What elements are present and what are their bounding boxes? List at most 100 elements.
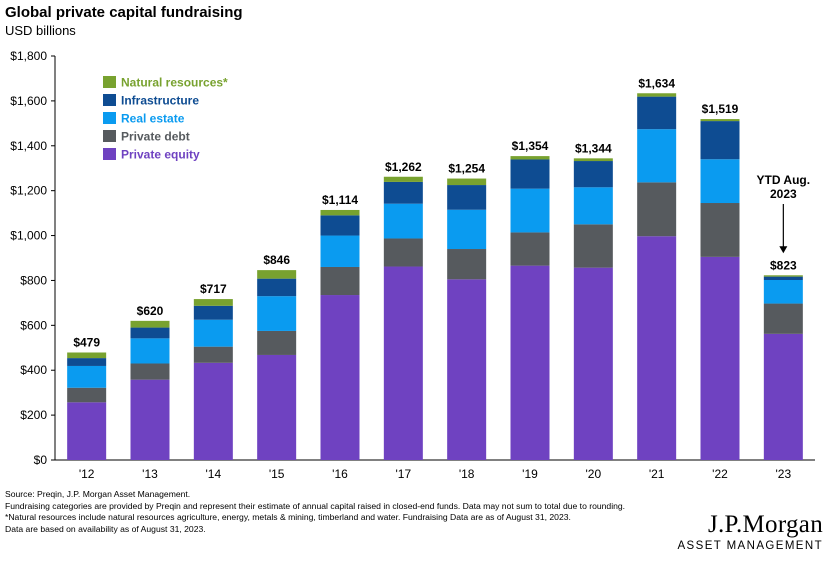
annotation-arrow-head [779, 246, 788, 254]
bar-segment-natural-resources [193, 299, 233, 306]
total-label: $1,634 [638, 76, 675, 90]
bar-segment-private-debt [573, 224, 613, 268]
bar-segment-private-debt [320, 266, 360, 296]
x-tick-label: '23 [776, 467, 792, 481]
bar-segment-private-debt [700, 203, 740, 257]
bar-stack [320, 209, 360, 460]
footnote-methodology: Fundraising categories are provided by P… [5, 500, 626, 511]
x-tick-label: '19 [522, 467, 538, 481]
bar-segment-real-estate [193, 319, 233, 347]
x-axis: '12 '13 '14 '15 '16 '17 '18 '19 '20 '21 '22 '23 [55, 459, 815, 481]
bar-segment-infrastructure [257, 278, 297, 297]
bar-stack [447, 178, 487, 460]
bar-segment-real-estate [763, 279, 803, 304]
bar-segment-private-debt [637, 182, 677, 237]
legend-label: Infrastructure [121, 94, 199, 108]
bar-segment-natural-resources [320, 209, 360, 216]
bar-segment-infrastructure [193, 305, 233, 320]
x-tick-label: '20 [586, 467, 602, 481]
x-tick-label: '14 [206, 467, 222, 481]
legend-swatch [103, 130, 116, 142]
total-label: $846 [263, 253, 290, 267]
chart-title: Global private capital fundraising [5, 4, 243, 21]
bar-segment-private-equity [510, 265, 550, 460]
bar-stack [573, 158, 613, 460]
bar-segment-private-equity [257, 354, 297, 460]
total-label: $1,519 [702, 102, 739, 116]
bar-segment-real-estate [67, 365, 107, 388]
bar-segment-real-estate [383, 203, 423, 239]
bar-segment-real-estate [637, 129, 677, 183]
logo-wordmark: J.P.Morgan [707, 511, 823, 538]
bar-stack [700, 119, 740, 460]
bar-segment-private-debt [763, 303, 803, 334]
stacked-bar-chart: $0 $200 $400 $600 $800 $1,000 $1,200 $1,400 $1,6… [10, 49, 815, 481]
footnote-natural-resources: *Natural resources include natural resou… [5, 512, 571, 522]
legend: Natural resources* Infrastructure Real est… [103, 76, 228, 162]
bar-segment-natural-resources [637, 93, 677, 97]
bar-segment-natural-resources [510, 156, 550, 160]
bar-segment-real-estate [447, 209, 487, 250]
legend-swatch [103, 76, 116, 88]
bar-segment-natural-resources [447, 178, 487, 186]
legend-label: Natural resources* [121, 76, 228, 90]
bar-segment-infrastructure [763, 276, 803, 280]
bar-segment-infrastructure [510, 159, 550, 189]
y-tick-label: $600 [20, 318, 47, 332]
x-tick-label: '17 [396, 467, 412, 481]
y-axis: $0 $200 $400 $600 $800 $1,000 $1,200 $1,400 $1,6… [10, 49, 56, 467]
bar-segment-natural-resources [383, 176, 423, 182]
jpmorgan-logo: J.P.Morgan ASSET MANAGEMENT [677, 511, 823, 553]
total-label: $479 [73, 335, 100, 349]
legend-swatch [103, 94, 116, 106]
bar-segment-natural-resources [573, 158, 613, 162]
bar-segment-real-estate [130, 338, 170, 364]
bar-segment-infrastructure [383, 181, 423, 204]
bar-segment-infrastructure [573, 161, 613, 188]
bar-stack [67, 352, 107, 460]
logo-subtitle: ASSET MANAGEMENT [677, 540, 823, 552]
legend-label: Private equity [121, 148, 200, 162]
total-label: $1,262 [385, 160, 422, 174]
total-label: $620 [137, 304, 164, 318]
legend-label: Real estate [121, 112, 185, 126]
bar-segment-private-debt [257, 330, 297, 355]
y-tick-label: $400 [20, 363, 47, 377]
footnote-source: Source: Preqin, J.P. Morgan Asset Manage… [5, 489, 191, 499]
bar-segment-natural-resources [67, 352, 107, 359]
legend-swatch [103, 112, 116, 124]
bar-segment-private-debt [67, 387, 107, 403]
chart-subtitle: USD billions [5, 23, 76, 38]
bar-segment-real-estate [320, 235, 360, 267]
bar-segment-private-equity [320, 295, 360, 460]
bar-segment-infrastructure [130, 327, 170, 339]
bar-stack [510, 156, 550, 460]
total-labels: $479 $620 $717 $846 $1,114 $1,262 $1,254 $1,354… [73, 76, 797, 349]
bar-segment-private-equity [383, 266, 423, 460]
bar-segment-infrastructure [320, 215, 360, 236]
bar-segment-private-equity [573, 267, 613, 460]
bars [67, 93, 803, 460]
y-tick-label: $1,400 [10, 139, 47, 153]
bar-segment-private-equity [67, 402, 107, 460]
bar-segment-private-debt [383, 238, 423, 267]
x-tick-label: '16 [332, 467, 348, 481]
footnotes: Source: Preqin, J.P. Morgan Asset Manage… [5, 489, 695, 535]
bar-segment-infrastructure [447, 185, 487, 210]
bar-segment-private-debt [510, 232, 550, 266]
total-label: $1,114 [322, 193, 358, 207]
bar-segment-natural-resources [763, 275, 803, 277]
bar-stack [130, 320, 170, 460]
x-tick-label: '12 [79, 467, 95, 481]
bar-stack [763, 275, 803, 460]
x-tick-label: '22 [712, 467, 728, 481]
bar-segment-private-debt [193, 346, 233, 363]
y-tick-label: $200 [20, 408, 47, 422]
bar-stack [383, 176, 423, 460]
x-tick-label: '13 [142, 467, 158, 481]
bar-segment-infrastructure [700, 121, 740, 160]
total-label: $1,354 [512, 139, 549, 153]
bar-segment-natural-resources [130, 320, 170, 328]
bar-segment-private-debt [130, 363, 170, 380]
total-label: $1,344 [575, 141, 612, 155]
